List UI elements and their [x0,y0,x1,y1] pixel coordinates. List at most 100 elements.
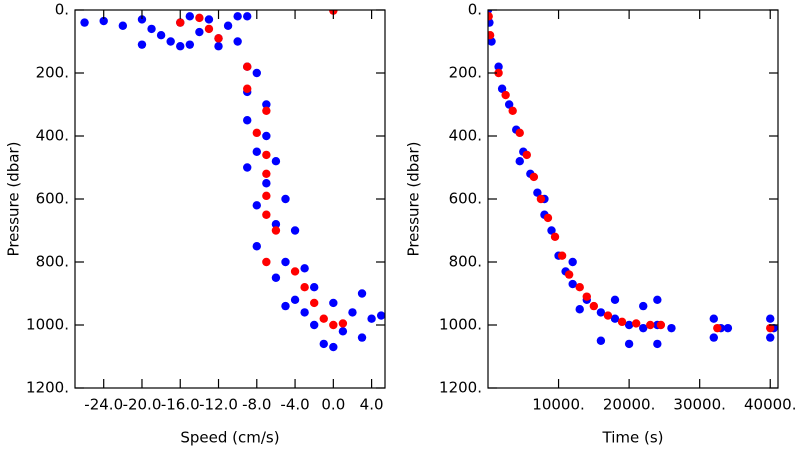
point [766,323,775,333]
point [252,242,261,251]
point [290,295,300,304]
point [504,100,514,109]
point [515,128,524,138]
x-axis-label: Time (s) [602,429,664,447]
point [488,37,496,46]
point [667,323,676,333]
x-axis-label: Speed (cm/s) [180,429,279,447]
point [631,319,641,328]
point [281,194,290,204]
x-tick-label: -20.0 [123,396,162,414]
point [639,323,648,333]
point [488,18,494,27]
point [550,232,560,241]
point [488,31,495,40]
y-tick-label: 0. [468,1,482,19]
point [723,323,733,333]
y-tick-label: 400. [36,127,69,145]
point [176,18,185,27]
point [575,305,584,314]
y-axis-label: Pressure (dbar) [5,142,23,257]
point [488,12,493,21]
point [195,27,204,37]
point [262,131,271,141]
point [243,116,252,125]
point [557,251,567,260]
point [624,320,634,330]
point [300,264,309,273]
point [185,40,195,49]
point [494,62,503,71]
point [262,150,271,160]
x-tick-label: -24.0 [84,396,123,414]
point [147,24,156,34]
point [596,336,606,345]
point [376,311,385,320]
point [262,257,271,267]
point [709,314,718,323]
point [610,314,620,323]
point [603,311,613,320]
point [497,84,507,93]
point [653,339,662,349]
panel: -24.0 -20.0 -16.0 -12.0 -8.0 -4.0 0.0 4.0 0. 200.… [5,1,386,447]
point [522,150,532,160]
point [223,21,233,30]
point [233,12,242,21]
point [262,179,271,188]
point [575,283,584,292]
point [271,226,281,235]
point [252,147,261,156]
point [309,320,319,330]
x-tick-label: 30000. [673,396,726,414]
point [367,314,376,323]
point [709,333,718,342]
point [656,320,666,330]
x-tick-label: 0.0 [321,396,345,414]
y-tick-label: 600. [449,190,482,208]
point [243,84,252,93]
y-tick-label: 0. [55,1,69,19]
y-tick-label: 800. [449,253,482,271]
point [271,157,281,166]
y-tick-label: 600. [36,190,69,208]
point [536,194,546,204]
point [204,15,214,24]
axes-frame [487,9,779,389]
point [533,188,542,197]
point [204,24,214,34]
point [281,257,290,267]
point [653,295,662,304]
point [568,257,577,267]
point [262,106,271,116]
point [610,295,620,304]
y-axis-label: Pressure (dbar) [405,142,423,257]
y-tick-label: 400. [449,127,482,145]
point [494,68,503,78]
point [766,314,775,323]
plot-area [80,10,385,352]
point [319,314,328,323]
point [99,16,108,26]
point [596,308,606,317]
point [80,18,89,27]
x-tick-label: 20000. [603,396,656,414]
point [252,201,261,210]
point [252,128,261,138]
point [713,323,722,333]
point [156,31,166,40]
point [290,226,300,235]
point [589,301,599,311]
point [319,339,328,349]
point [357,289,367,298]
point [508,106,517,116]
axes-frame [74,9,386,389]
y-tick-label: 1200. [26,379,69,397]
point [568,279,577,289]
x-tick-label: 10000. [532,396,585,414]
point [271,273,281,282]
point [309,298,319,308]
x-tick-label: -12.0 [199,396,238,414]
panel: 10000. 20000. 30000. 40000. 0. 200. 400. 600. 80… [405,1,797,447]
